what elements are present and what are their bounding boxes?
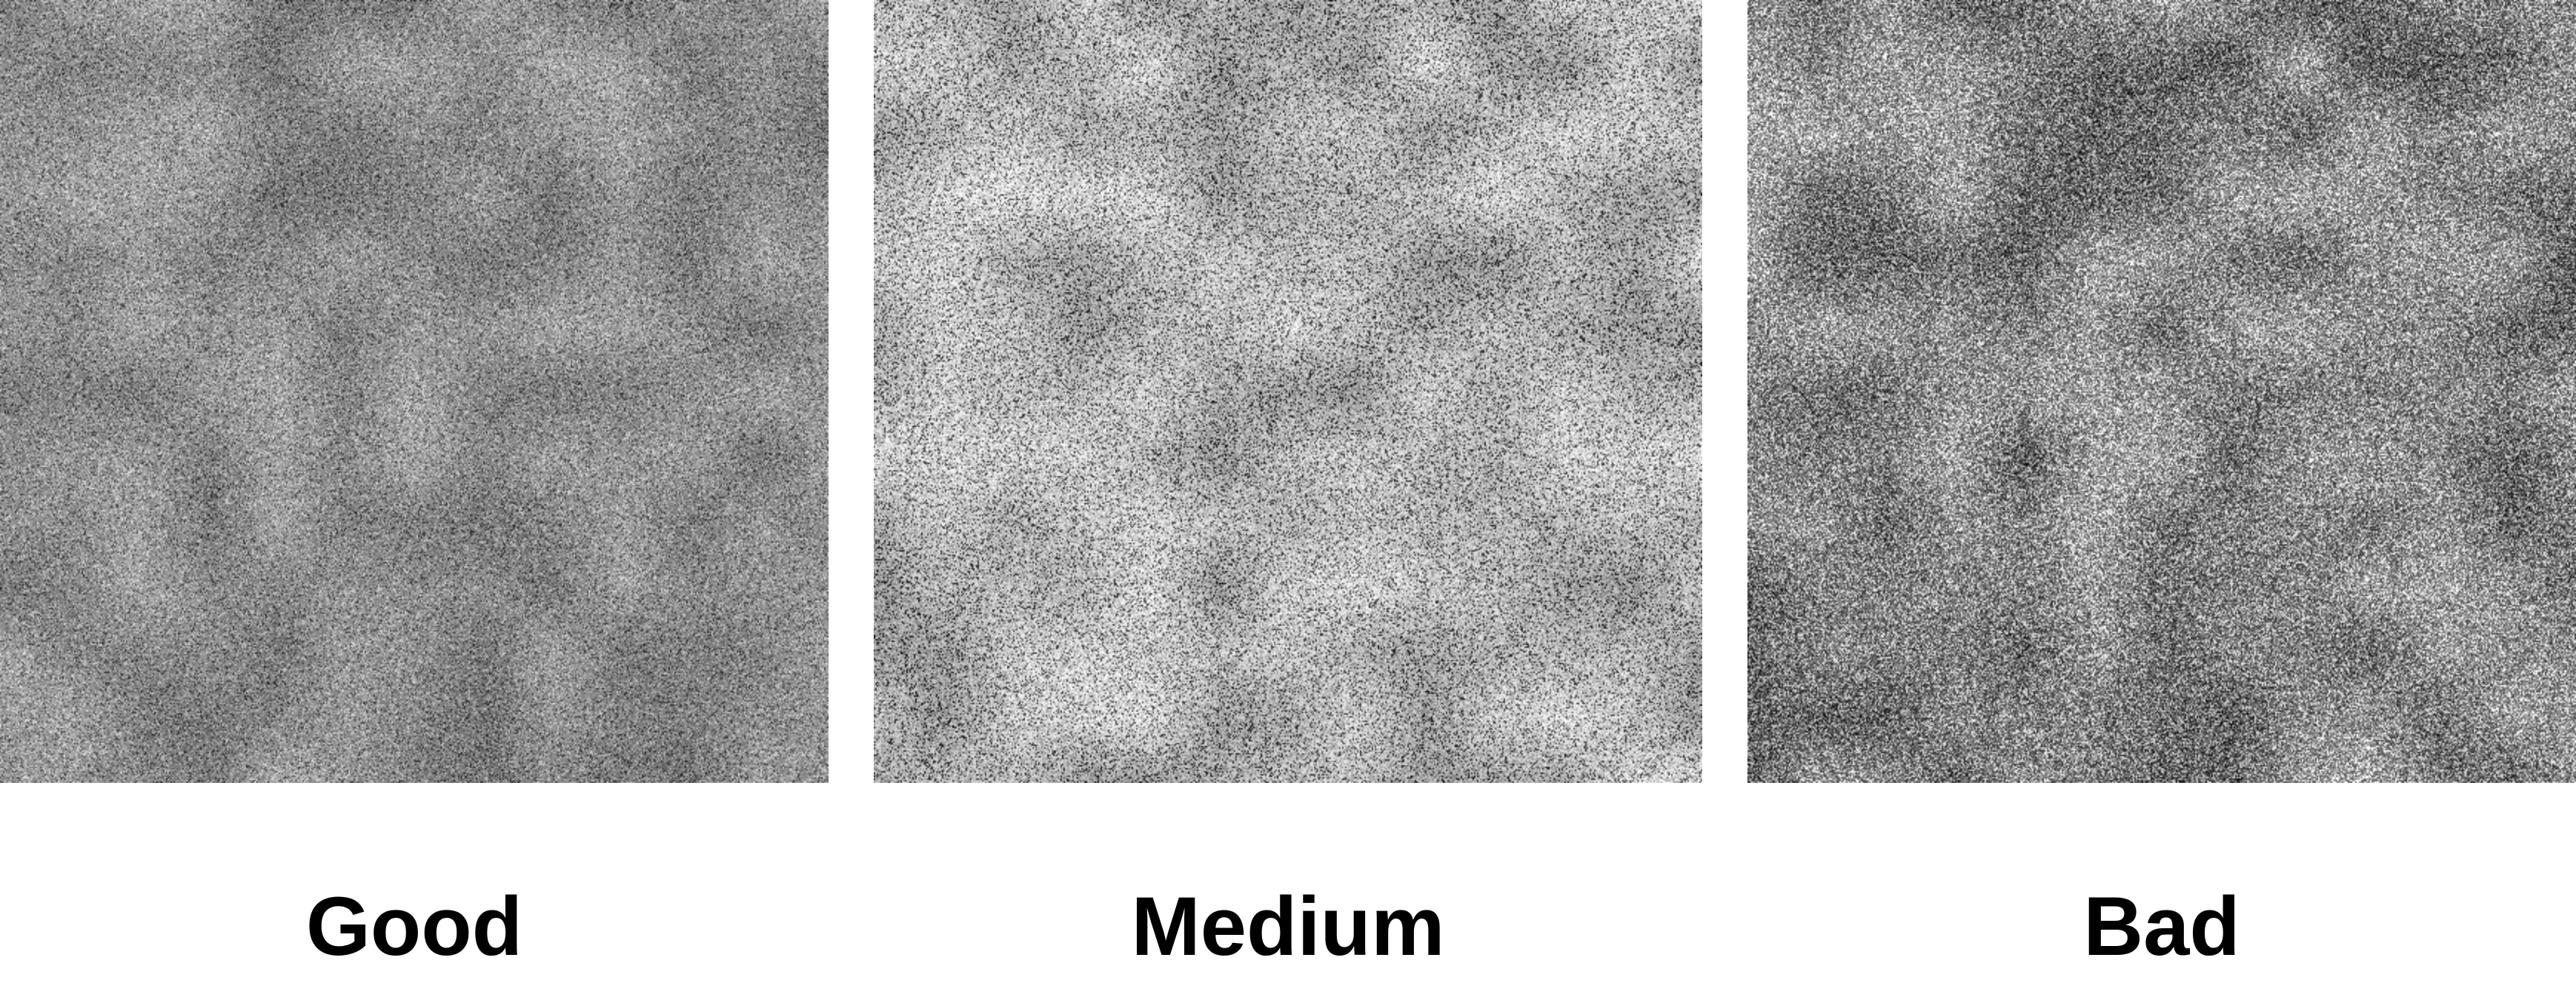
- medium-texture-image: [874, 0, 1702, 783]
- good-label: Good: [305, 880, 523, 973]
- medium-texture-canvas: [874, 0, 1702, 783]
- medium-label: Medium: [1131, 880, 1445, 973]
- bad-label: Bad: [2083, 880, 2240, 973]
- good-texture-canvas: [0, 0, 829, 783]
- bad-texture-canvas: [1747, 0, 2576, 783]
- good-texture-image: [0, 0, 829, 783]
- bad-texture-image: [1747, 0, 2576, 783]
